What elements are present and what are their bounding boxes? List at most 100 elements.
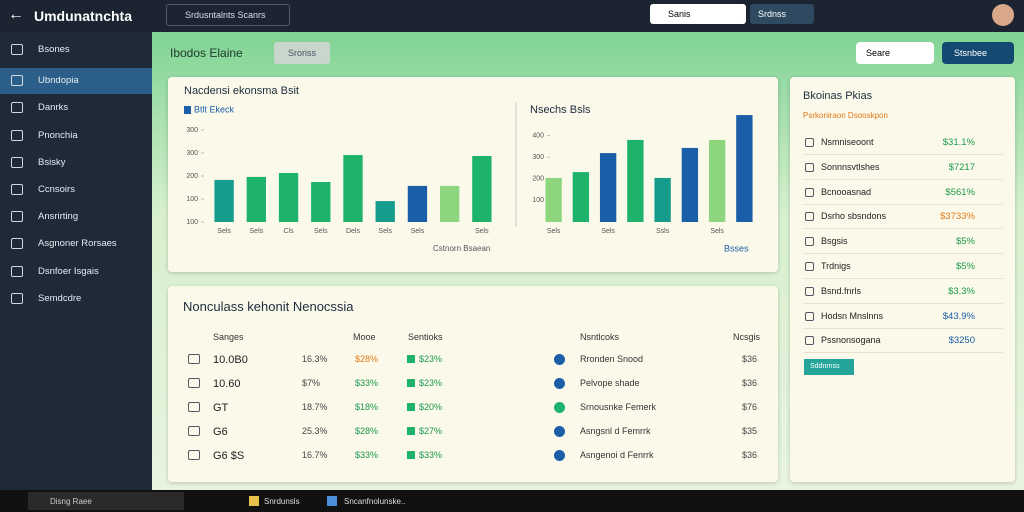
cell: $36	[742, 378, 758, 388]
item-line	[803, 278, 1003, 279]
item-line	[803, 154, 1003, 155]
item-label[interactable]: Bcnooasnad	[821, 186, 872, 197]
cell: G6 $S	[213, 450, 245, 462]
y-tick-label: 200	[532, 176, 544, 183]
item-label[interactable]: Dsrho sbsndons	[821, 211, 887, 222]
taskbar-app[interactable]: Sncanfnolunske..	[344, 497, 406, 506]
sidebar-item[interactable]: Asgnoner Rorsaes	[38, 238, 117, 250]
cell: $18%	[355, 402, 379, 412]
item-line	[803, 203, 1003, 205]
bar	[214, 179, 234, 222]
sidebar-item[interactable]: Ubndopia	[38, 75, 79, 87]
table-header: Ncsgis	[733, 332, 761, 342]
top-button[interactable]: Srdnss	[750, 4, 814, 24]
bar	[407, 185, 428, 222]
sidebar-active	[0, 68, 152, 95]
bar	[545, 177, 562, 222]
back-icon[interactable]: ←	[8, 6, 24, 23]
sidebar-item[interactable]: Danrks	[38, 102, 69, 114]
panel-title: Bkoinas Pkias	[803, 90, 873, 102]
bar	[472, 155, 492, 222]
cell: $7%	[302, 378, 321, 388]
item-icon	[805, 262, 814, 271]
bar	[681, 147, 699, 222]
y-tick-label: 300	[186, 150, 198, 157]
panel-subtitle: Psrkoniraon Dsooskpon	[803, 111, 888, 120]
item-icon	[805, 336, 814, 346]
sidebar	[0, 32, 152, 490]
bar	[654, 177, 671, 222]
charts: Nacdensi ekonsma Bsit Btlt Ekeck 300 300 200…	[184, 85, 753, 253]
sidebar-item[interactable]: Dsnfoer Isgais	[38, 265, 99, 277]
item-icon	[805, 187, 814, 197]
item-line	[803, 253, 1003, 255]
bar	[572, 172, 590, 222]
sidebar-item[interactable]: Pnonchia	[38, 129, 78, 141]
avatar[interactable]	[992, 4, 1014, 26]
row-icon	[188, 402, 200, 412]
bar	[278, 173, 299, 222]
cell: 10.60	[213, 378, 241, 390]
x-tick-label: Sels	[250, 228, 264, 235]
cell: 16.7%	[302, 450, 328, 460]
table-header: Nsntlcoks	[580, 332, 620, 342]
item-icon	[805, 212, 814, 222]
sidebar-item[interactable]: Ansrirting	[38, 211, 79, 223]
sidebar-icon	[11, 184, 23, 195]
bar	[736, 115, 753, 222]
y-tick-label: 100	[532, 197, 544, 204]
header-search[interactable]: Seare	[856, 42, 934, 64]
taskbar-search[interactable]: Disng Raee	[28, 492, 184, 510]
row-dot	[554, 402, 565, 413]
x-tick-label: Sels	[411, 228, 425, 235]
chart-footer: Cstnorn Bsaean	[433, 244, 490, 253]
item-label[interactable]: Bsnd.fnrls	[821, 285, 862, 296]
item-line	[803, 228, 1003, 230]
sidebar-item[interactable]: Bsisky	[38, 156, 66, 168]
item-label[interactable]: Bsgsis	[821, 236, 848, 247]
sidebar-icon	[11, 265, 23, 277]
item-line	[803, 302, 1003, 304]
x-tick-label: Sels	[314, 228, 328, 235]
row-dot	[554, 426, 565, 437]
bar	[708, 139, 726, 222]
bar	[246, 176, 266, 222]
cell: $23%	[419, 378, 443, 388]
item-label[interactable]: Nsmniseoont	[821, 137, 874, 147]
cell: $33%	[355, 450, 379, 460]
sidebar-icon	[11, 292, 23, 304]
taskbar-app[interactable]: Snrdunsls	[264, 497, 300, 506]
row-icon	[188, 426, 200, 436]
bar	[599, 153, 617, 222]
panel-button[interactable]: Sddnrnss	[804, 359, 854, 375]
dropdown[interactable]: Srdusntalnts Scanrs	[166, 4, 290, 26]
cell: GT	[213, 402, 229, 414]
x-tick-label: Sels	[547, 228, 561, 235]
cell-swatch	[407, 403, 415, 411]
item-label[interactable]: Trdnigs	[821, 261, 851, 271]
table-title: Nonculass kehonit Nenocssia	[183, 299, 354, 314]
x-tick-label: Sels	[601, 228, 615, 235]
header-chip[interactable]: Sroriss	[274, 42, 330, 64]
sidebar-icon	[11, 102, 23, 114]
item-value: $43.9%	[942, 310, 975, 322]
header-button[interactable]: Stsnbee	[942, 42, 1014, 64]
sidebar-item[interactable]: Bsones	[38, 44, 70, 55]
item-label[interactable]: Pssnonsogana	[821, 335, 881, 346]
cell-swatch	[407, 427, 415, 435]
sidebar-item[interactable]: Semdcdre	[38, 292, 82, 304]
search-box[interactable]: Sanis	[650, 4, 746, 24]
row-icon	[188, 378, 200, 388]
cell: $76	[742, 402, 758, 412]
item-label[interactable]: Sonnnsvtlshes	[821, 161, 880, 172]
item-label[interactable]: Hodsn Mnslnns	[821, 310, 884, 321]
chart-title: Nsechs Bsls	[530, 104, 591, 116]
cell: Srnousnke Femerk	[580, 402, 657, 412]
row-icon	[188, 450, 200, 460]
item-icon	[805, 286, 814, 296]
table-header: Sentioks	[408, 332, 443, 342]
item-line	[803, 178, 1003, 180]
header-title: Ibodos Elaine	[170, 46, 243, 60]
sidebar-item[interactable]: Ccnsoirs	[38, 184, 75, 195]
cell: $36	[742, 450, 758, 460]
